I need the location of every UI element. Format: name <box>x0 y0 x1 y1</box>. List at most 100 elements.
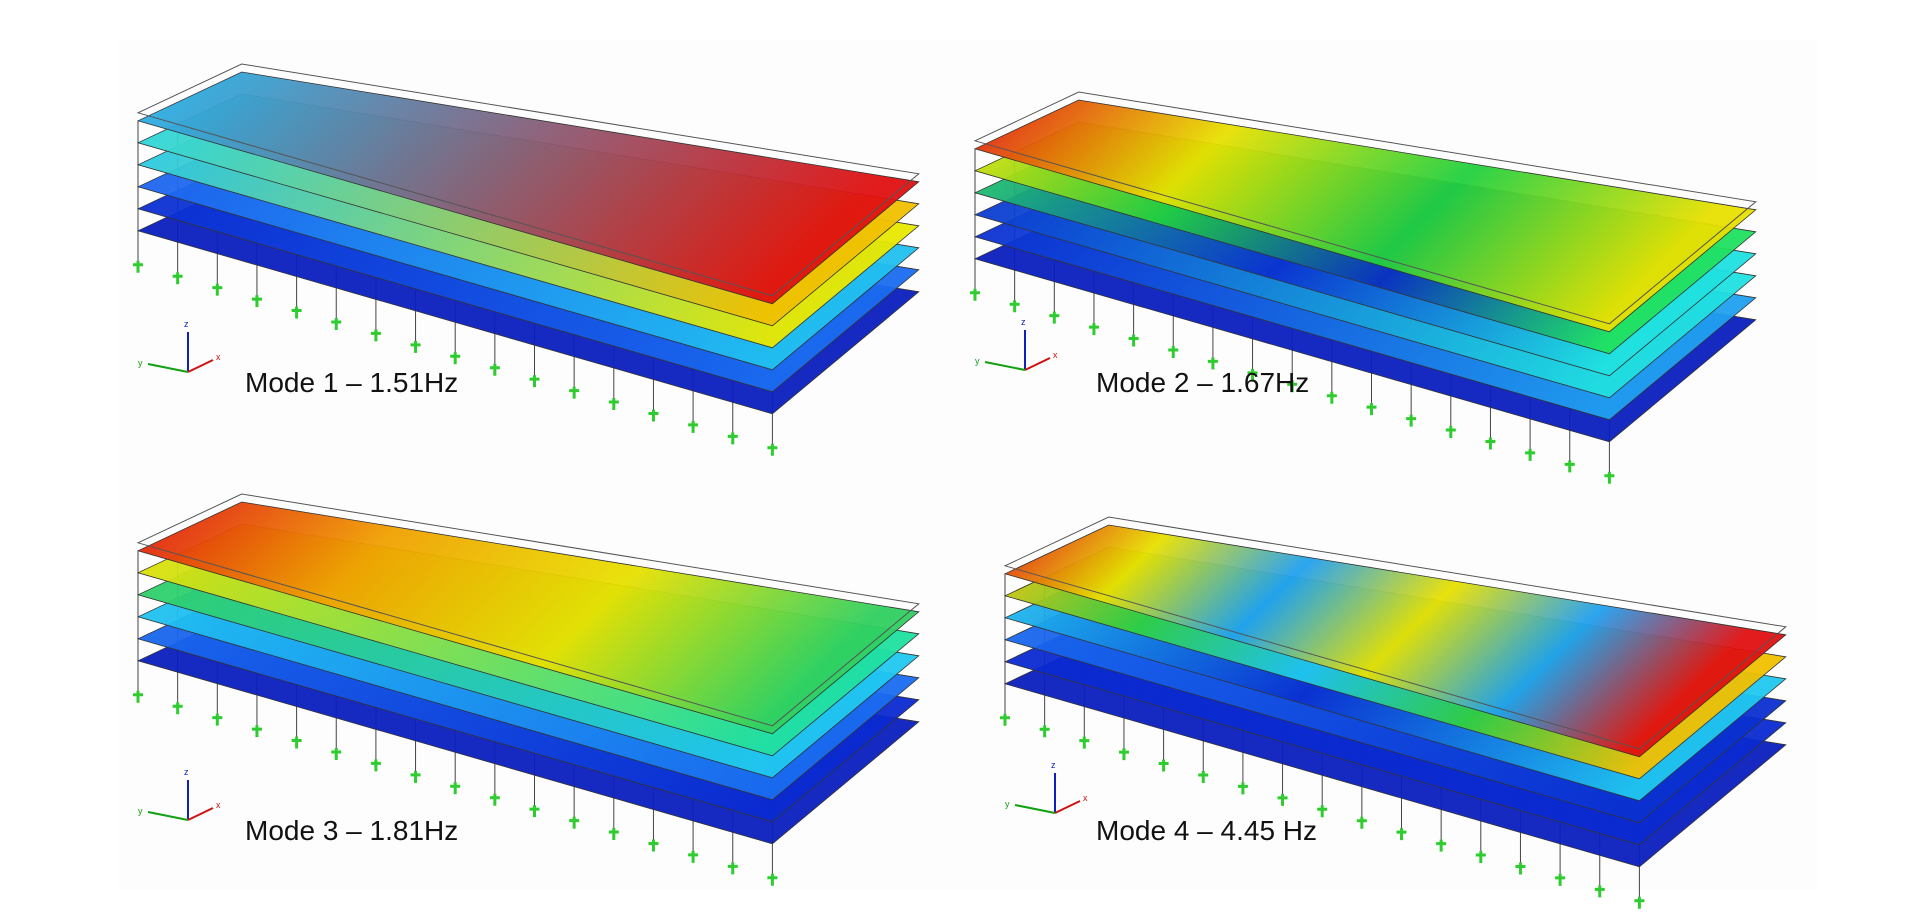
support <box>529 375 540 388</box>
support <box>331 317 342 330</box>
support <box>291 736 302 749</box>
support <box>1128 334 1139 347</box>
axis-label: x <box>216 352 221 362</box>
axis-label: z <box>1021 317 1026 327</box>
support <box>172 702 183 715</box>
support <box>648 409 659 422</box>
support <box>608 828 619 841</box>
support <box>767 443 778 456</box>
support <box>688 850 699 863</box>
support <box>608 398 619 411</box>
support <box>1000 713 1010 726</box>
support <box>529 805 540 818</box>
support <box>1009 300 1020 313</box>
mode-panel: z x y Mode 1 – 1.51Hz <box>133 63 920 456</box>
support <box>1406 414 1417 427</box>
floor-slab <box>1003 524 1787 758</box>
mode-caption: Mode 3 – 1.81Hz <box>245 815 458 846</box>
support <box>212 713 223 726</box>
support <box>489 793 500 806</box>
mode-panel: z x y Mode 3 – 1.81Hz <box>133 493 920 886</box>
mode-caption: Mode 2 – 1.67Hz <box>1096 367 1309 398</box>
support <box>1168 345 1179 358</box>
support <box>1088 323 1099 336</box>
support <box>1525 448 1536 461</box>
support <box>251 725 262 738</box>
support <box>370 329 381 342</box>
support <box>1515 862 1526 875</box>
support <box>1604 471 1615 484</box>
axis-label: y <box>138 358 143 368</box>
roof-frame <box>973 91 1757 325</box>
support <box>1277 793 1288 806</box>
axis-y <box>147 363 189 373</box>
support <box>1555 873 1566 886</box>
axis-y <box>984 361 1026 371</box>
support <box>1247 368 1258 381</box>
support <box>1079 736 1090 749</box>
support <box>450 782 461 795</box>
support <box>1634 896 1645 909</box>
support <box>251 295 262 308</box>
support <box>410 770 421 783</box>
support <box>212 283 223 296</box>
support <box>1366 403 1377 416</box>
axis-label: z <box>184 319 189 329</box>
axis-label: y <box>138 806 143 816</box>
support <box>569 386 580 399</box>
axis-label: z <box>1051 760 1056 770</box>
support <box>489 363 500 376</box>
roof-frame <box>136 493 920 727</box>
support <box>1118 748 1129 761</box>
support <box>1326 391 1337 404</box>
floor-slab <box>973 99 1757 333</box>
support <box>172 272 183 285</box>
mode-panel: z x y Mode 4 – 4.45 Hz <box>1000 516 1787 909</box>
support <box>291 306 302 319</box>
support <box>767 873 778 886</box>
support <box>688 420 699 433</box>
mode-panel: z x y Mode 2 – 1.67Hz <box>970 91 1757 484</box>
axis-label: x <box>1053 350 1058 360</box>
support <box>970 288 980 301</box>
support <box>1198 770 1209 783</box>
support <box>1485 437 1496 450</box>
floor-slab <box>136 71 920 305</box>
roof-frame <box>136 63 920 297</box>
support <box>1445 426 1456 439</box>
support <box>450 352 461 365</box>
roof-frame <box>1003 516 1787 750</box>
axis-x <box>1054 800 1081 814</box>
axis-label: x <box>1083 793 1088 803</box>
mode-caption: Mode 1 – 1.51Hz <box>245 367 458 398</box>
support <box>1287 380 1298 393</box>
support <box>727 862 738 875</box>
support <box>1436 839 1447 852</box>
support <box>133 260 143 273</box>
axis-label: y <box>975 356 980 366</box>
support <box>648 839 659 852</box>
support <box>410 340 421 353</box>
support <box>1396 828 1407 841</box>
support <box>1317 805 1328 818</box>
axis-label: x <box>216 800 221 810</box>
floor-slab <box>136 501 920 735</box>
support <box>1049 311 1060 324</box>
support <box>1594 885 1605 898</box>
support <box>1207 357 1218 370</box>
axis-x <box>187 807 214 821</box>
axis-x <box>1024 357 1051 371</box>
axis-label: y <box>1005 799 1010 809</box>
axis-x <box>187 359 214 373</box>
axis-y <box>1014 804 1056 814</box>
support <box>727 432 738 445</box>
support <box>569 816 580 829</box>
support <box>1039 725 1050 738</box>
axis-label: z <box>184 767 189 777</box>
support <box>1237 782 1248 795</box>
support <box>133 690 143 703</box>
support <box>370 759 381 772</box>
mode-caption: Mode 4 – 4.45 Hz <box>1096 815 1317 846</box>
support <box>1356 816 1367 829</box>
